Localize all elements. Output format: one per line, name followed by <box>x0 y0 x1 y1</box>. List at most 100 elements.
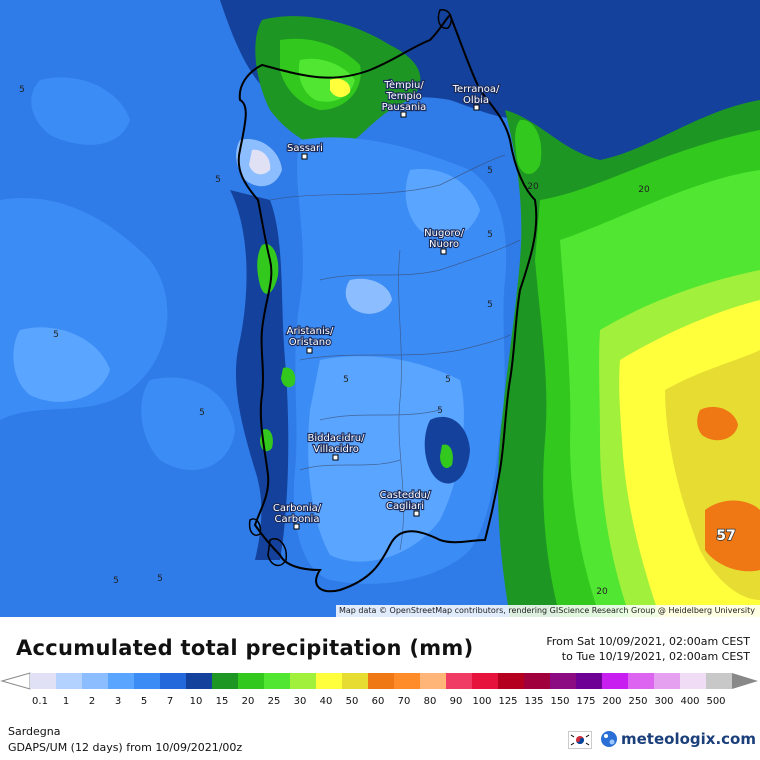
city-villacidro[interactable]: Biddacidru/ Villacidro <box>306 432 366 461</box>
city-tempio[interactable]: Tèmpiu/ Tempio Pausania <box>381 78 427 118</box>
map-attribution: Map data © OpenStreetMap contributors, r… <box>336 605 760 617</box>
scale-tick-label: 200 <box>602 696 622 707</box>
scale-swatch <box>238 673 265 689</box>
period-from: From Sat 10/09/2021, 02:00am CEST <box>546 635 750 648</box>
scale-swatch <box>628 673 655 689</box>
scale-tick-label: 3 <box>114 696 122 707</box>
scale-arrow-left <box>0 672 31 690</box>
precipitation-map[interactable]: 5 5 5 5 5 5 5 5 5 5 5 5 20 20 20 57 Tèmp… <box>0 0 760 617</box>
scale-tick-label: 40 <box>319 696 333 707</box>
scale-swatch <box>498 673 525 689</box>
scale-tick-label: 80 <box>423 696 437 707</box>
precip-area <box>249 149 271 175</box>
scale-tick-label: 500 <box>706 696 726 707</box>
precip-area <box>141 377 235 470</box>
city-label: Terranoa/ <box>452 84 500 95</box>
scale-tick-label: 15 <box>215 696 229 707</box>
city-cagliari[interactable]: Casteddu/ Cagliari <box>379 489 432 517</box>
island-outline <box>248 518 262 536</box>
scale-tick-label: 100 <box>472 696 492 707</box>
precip-area <box>13 327 110 402</box>
city-marker <box>413 510 420 517</box>
contour-label: 5 <box>343 375 349 385</box>
scale-tick-label: 400 <box>680 696 700 707</box>
contour-label: 5 <box>487 300 493 310</box>
island-outline <box>437 9 452 29</box>
contour-label: 5 <box>19 85 25 95</box>
peak-value-label: 57 <box>716 528 735 544</box>
brand-name: meteologix.com <box>621 730 756 748</box>
scale-tick-label: 250 <box>628 696 648 707</box>
map-svg: 5 5 5 5 5 5 5 5 5 5 5 5 20 20 20 57 Tèmp… <box>0 0 760 617</box>
region-label: Sardegna <box>8 725 61 738</box>
city-label: Tèmpiu/ <box>383 79 424 91</box>
city-label: Pausania <box>382 102 427 113</box>
scale-swatch <box>446 673 473 689</box>
scale-swatch <box>368 673 395 689</box>
city-sassari[interactable]: Sassari <box>286 142 324 160</box>
precip-area <box>440 444 453 469</box>
meteologix-logo[interactable]: meteologix.com <box>600 730 756 748</box>
scale-swatch <box>134 673 161 689</box>
city-nuoro[interactable]: Nugoro/ Nuoro <box>423 227 466 255</box>
scale-tick-label: 30 <box>293 696 307 707</box>
island-outline <box>267 538 287 567</box>
city-label: Oristano <box>289 337 331 348</box>
scale-swatch <box>264 673 291 689</box>
city-marker <box>301 153 308 160</box>
city-label: Villacidro <box>313 444 359 455</box>
scale-tick-label: 10 <box>189 696 203 707</box>
city-label: Aristanis/ <box>287 326 334 337</box>
city-marker <box>306 347 313 354</box>
city-marker <box>473 104 480 111</box>
city-olbia[interactable]: Terranoa/ Olbia <box>451 83 501 111</box>
scale-swatch <box>420 673 447 689</box>
city-marker <box>293 523 300 530</box>
scale-tick-label: 60 <box>371 696 385 707</box>
scale-arrow-right <box>732 673 758 689</box>
legend-title: Accumulated total precipitation (mm) <box>16 636 474 660</box>
city-marker <box>400 111 407 118</box>
scale-tick-label: 125 <box>498 696 518 707</box>
contour-label: 5 <box>199 408 205 418</box>
scale-swatch <box>56 673 83 689</box>
scale-swatch <box>160 673 187 689</box>
city-label: Biddacidru/ <box>308 433 366 444</box>
scale-swatch <box>706 673 733 689</box>
korea-flag-icon <box>568 731 592 749</box>
contour-label: 20 <box>527 182 539 192</box>
contour-label: 5 <box>53 330 59 340</box>
contour-label: 20 <box>638 185 650 195</box>
scale-swatch <box>316 673 343 689</box>
city-label: Nuoro <box>429 239 459 250</box>
scale-swatch <box>576 673 603 689</box>
city-label: Carbonia/ <box>273 503 322 514</box>
scale-swatch <box>82 673 109 689</box>
scale-tick-label: 5 <box>140 696 148 707</box>
scale-tick-label: 2 <box>88 696 96 707</box>
scale-tick-label: 150 <box>550 696 570 707</box>
scale-swatch <box>602 673 629 689</box>
scale-tick-label: 7 <box>166 696 174 707</box>
scale-swatch <box>654 673 681 689</box>
precip-area <box>281 367 296 388</box>
contour-label: 5 <box>437 406 443 416</box>
scale-swatch <box>30 673 57 689</box>
province-borders <box>269 154 521 551</box>
contour-label: 5 <box>487 230 493 240</box>
city-label: Tempio <box>385 91 422 102</box>
contour-label: 5 <box>113 576 119 586</box>
precip-area <box>705 500 760 572</box>
precip-area <box>308 356 464 562</box>
city-carbonia[interactable]: Carbonia/ Carbonia <box>272 502 323 530</box>
city-marker <box>332 454 339 461</box>
scale-tick-label: 135 <box>524 696 544 707</box>
scale-tick-label: 70 <box>397 696 411 707</box>
precip-area <box>257 244 279 294</box>
city-marker <box>440 248 447 255</box>
contour-labels: 5 5 5 5 5 5 5 5 5 5 5 5 20 20 20 <box>19 85 650 597</box>
color-scale-ticks: 0.1 1 2 3 5 7 10 15 20 25 30 40 50 60 70 80 90 100 125 135 1… <box>0 696 760 712</box>
city-oristano[interactable]: Aristanis/ Oristano <box>286 325 335 354</box>
city-label: Sassari <box>287 143 323 154</box>
model-info: GDAPS/UM (12 days) from 10/09/2021/00z <box>8 741 243 754</box>
